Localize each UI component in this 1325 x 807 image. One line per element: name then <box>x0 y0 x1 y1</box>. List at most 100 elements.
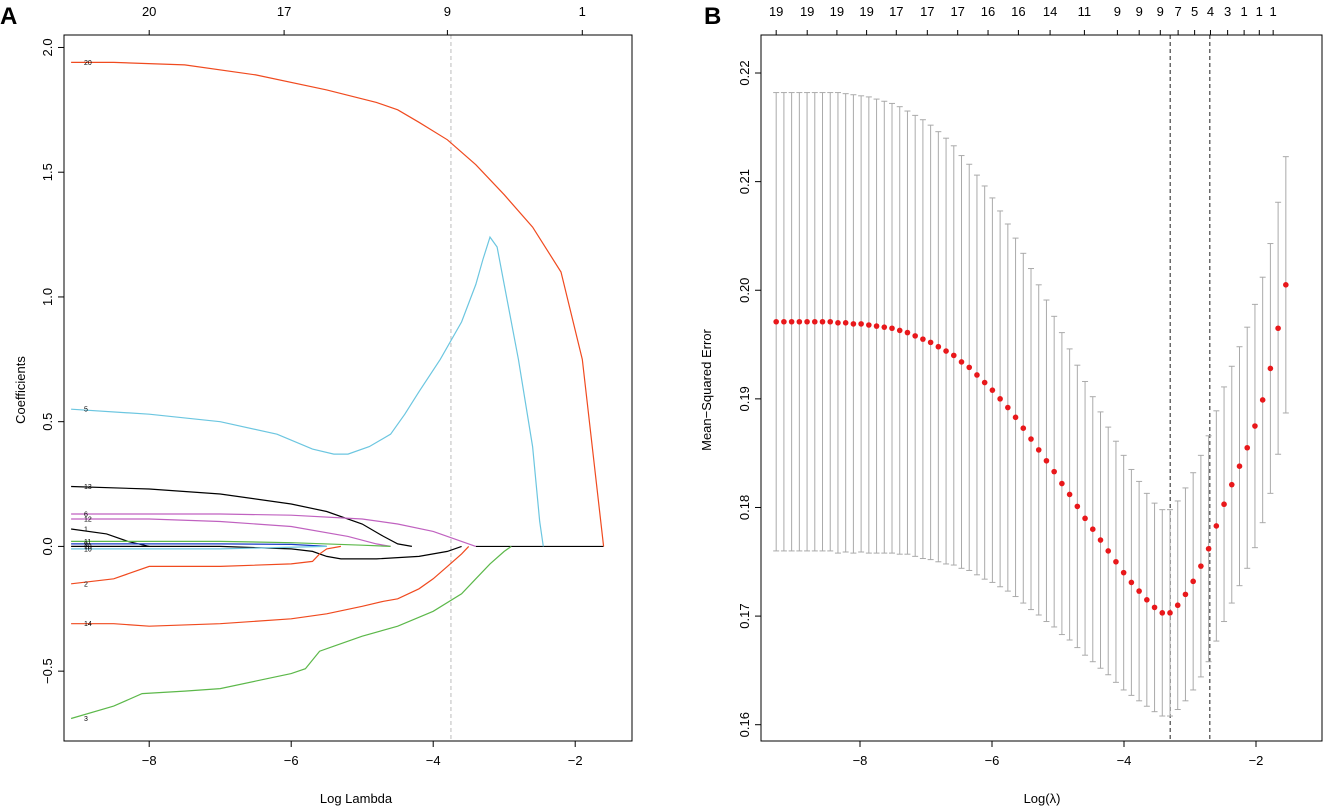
mse-point <box>866 322 872 328</box>
top-tick-label: 5 <box>1191 4 1198 19</box>
top-tick-label: 1 <box>1270 4 1277 19</box>
y-tick-label: 1.0 <box>40 288 55 306</box>
top-tick-label: 3 <box>1224 4 1231 19</box>
mse-point <box>773 318 779 325</box>
mse-point <box>1275 325 1281 332</box>
mse-point <box>1128 579 1135 586</box>
mse-point <box>858 321 864 327</box>
x-tick-label: −8 <box>853 753 868 768</box>
mse-point <box>1113 558 1119 565</box>
top-tick-label: 19 <box>859 4 873 19</box>
y-tick-label: 0.20 <box>737 278 752 303</box>
mse-point <box>935 343 942 350</box>
top-tick-label: 16 <box>1011 4 1025 19</box>
top-tick-label: 17 <box>950 4 964 19</box>
panel-b-cross-validation: B −8 −6 −4 −20.160.170.180.190.200.210.2219… <box>699 3 1323 806</box>
mse-point <box>1012 414 1019 421</box>
y-tick-label: 0.19 <box>737 386 752 411</box>
coefficient-path-9 <box>71 543 327 547</box>
mse-point <box>796 318 803 325</box>
mse-point <box>912 333 918 339</box>
mse-point <box>1236 463 1243 470</box>
top-tick-label: 4 <box>1207 4 1214 19</box>
top-tick-label: 7 <box>1175 4 1182 19</box>
mse-point <box>1028 436 1034 442</box>
plot-frame <box>63 34 633 742</box>
mse-point <box>974 372 980 378</box>
mse-point <box>1267 365 1274 372</box>
series-label-6: 6 <box>84 511 88 518</box>
top-tick-label: 1 <box>579 4 586 19</box>
mse-point <box>1259 397 1266 403</box>
coefficient-path-13 <box>71 485 413 547</box>
top-tick-label: 17 <box>920 4 934 19</box>
mse-point <box>1167 610 1173 616</box>
mse-point <box>1082 515 1088 522</box>
mse-point <box>1213 523 1220 529</box>
series-label-2: 2 <box>84 581 88 588</box>
y-tick-label: −0.5 <box>40 658 55 684</box>
top-tick-label: 19 <box>800 4 814 19</box>
coefficient-path-5 <box>71 235 544 547</box>
mse-point <box>958 359 965 365</box>
x-axis-label: Log Lambda <box>320 791 393 806</box>
y-tick-label: 0.16 <box>737 712 752 737</box>
mse-point <box>981 379 988 386</box>
mse-point <box>904 329 911 336</box>
series-label-13: 13 <box>84 484 92 491</box>
x-tick-label: −2 <box>1249 753 1264 768</box>
top-tick-label: 1 <box>1256 4 1263 19</box>
top-tick-label: 19 <box>769 4 783 19</box>
x-tick-label: −6 <box>284 753 299 768</box>
mse-point <box>1089 526 1096 532</box>
panel-letter: B <box>704 3 721 30</box>
plot-frame <box>760 34 1323 742</box>
mse-point <box>1198 563 1204 569</box>
mse-point <box>1035 447 1042 453</box>
mse-point <box>1066 491 1073 498</box>
mse-point <box>873 323 880 329</box>
series-label-1: 1 <box>84 526 88 533</box>
y-tick-label: 0.18 <box>737 495 752 520</box>
mse-point <box>1005 404 1011 411</box>
x-tick-label: −4 <box>1117 753 1132 768</box>
mse-point <box>842 320 849 326</box>
mse-point <box>1182 591 1189 598</box>
mse-point <box>997 396 1003 402</box>
mse-point <box>788 318 795 325</box>
mse-point <box>966 364 973 371</box>
mse-point <box>811 318 818 325</box>
mse-point <box>819 318 826 325</box>
mse-point <box>1244 444 1251 451</box>
y-tick-label: 1.5 <box>40 163 55 181</box>
mse-point <box>1190 578 1196 585</box>
top-tick-label: 9 <box>444 4 451 19</box>
y-axis-label: Coefficients <box>13 356 28 424</box>
coefficient-path-10 <box>71 545 327 550</box>
mse-point <box>1151 604 1158 611</box>
mse-point <box>850 321 857 327</box>
mse-point <box>1144 597 1150 603</box>
mse-point <box>804 318 810 325</box>
mse-point <box>835 320 841 326</box>
series-label-14: 14 <box>84 621 92 628</box>
mse-point <box>920 336 926 342</box>
top-tick-label: 19 <box>830 4 844 19</box>
mse-point <box>1221 501 1227 508</box>
top-tick-label: 17 <box>889 4 903 19</box>
mse-point <box>1159 610 1166 616</box>
top-tick-label: 17 <box>277 4 291 19</box>
top-tick-label: 14 <box>1043 4 1057 19</box>
mse-point <box>1120 569 1127 576</box>
coefficient-path-12 <box>71 518 391 547</box>
coefficient-path-2 <box>71 545 342 585</box>
top-tick-label: 11 <box>1078 4 1092 19</box>
mse-point <box>1228 481 1235 488</box>
mse-point <box>1252 423 1258 429</box>
coefficient-path-11 <box>71 540 391 547</box>
mse-point <box>1105 548 1112 554</box>
mse-point <box>1097 537 1104 543</box>
y-axis-label: Mean−Squared Error <box>699 328 714 450</box>
